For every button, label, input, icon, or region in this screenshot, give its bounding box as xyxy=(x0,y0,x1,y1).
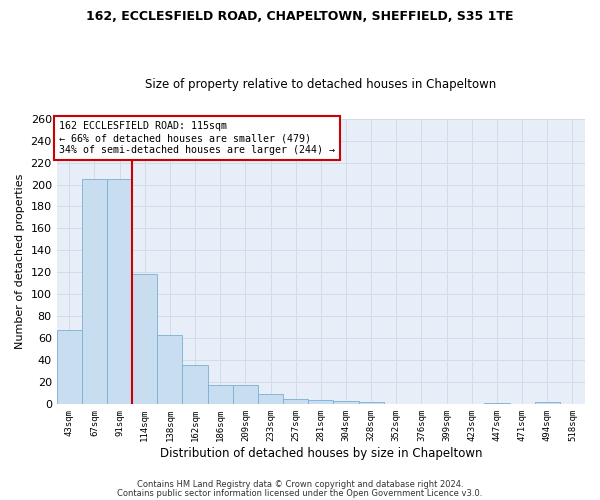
Bar xyxy=(258,394,283,404)
Text: 162 ECCLESFIELD ROAD: 115sqm
← 66% of detached houses are smaller (479)
34% of s: 162 ECCLESFIELD ROAD: 115sqm ← 66% of de… xyxy=(59,122,335,154)
Bar xyxy=(107,179,132,404)
Text: Contains public sector information licensed under the Open Government Licence v3: Contains public sector information licen… xyxy=(118,488,482,498)
Title: Size of property relative to detached houses in Chapeltown: Size of property relative to detached ho… xyxy=(145,78,496,91)
Bar xyxy=(82,179,107,404)
Bar xyxy=(56,330,82,404)
Bar xyxy=(182,365,208,405)
Bar xyxy=(535,402,560,404)
Text: 162, ECCLESFIELD ROAD, CHAPELTOWN, SHEFFIELD, S35 1TE: 162, ECCLESFIELD ROAD, CHAPELTOWN, SHEFF… xyxy=(86,10,514,23)
Bar xyxy=(157,335,182,404)
Bar xyxy=(283,399,308,404)
Bar xyxy=(484,403,509,404)
Bar xyxy=(233,384,258,404)
Bar xyxy=(359,402,384,404)
Text: Contains HM Land Registry data © Crown copyright and database right 2024.: Contains HM Land Registry data © Crown c… xyxy=(137,480,463,489)
Bar xyxy=(308,400,334,404)
Bar xyxy=(132,274,157,404)
X-axis label: Distribution of detached houses by size in Chapeltown: Distribution of detached houses by size … xyxy=(160,447,482,460)
Bar xyxy=(208,384,233,404)
Bar xyxy=(334,401,359,404)
Y-axis label: Number of detached properties: Number of detached properties xyxy=(15,174,25,349)
